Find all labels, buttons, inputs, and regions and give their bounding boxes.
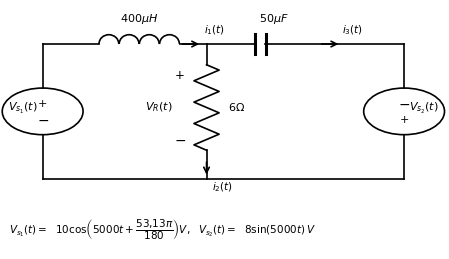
Text: $-$: $-$	[173, 133, 186, 147]
Text: $-$: $-$	[398, 97, 410, 111]
Text: $6\Omega$: $6\Omega$	[228, 102, 245, 113]
Text: +: +	[400, 115, 409, 125]
Text: $+$: $+$	[174, 69, 185, 82]
Text: $V_{s_1}(t)$: $V_{s_1}(t)$	[9, 101, 38, 116]
Text: +: +	[38, 99, 47, 109]
Text: $V_{s_1}(t) = \ \ 10\cos\!\left(5000t + \dfrac{53{,}13\pi}{180}\right)V, \ \ V_{: $V_{s_1}(t) = \ \ 10\cos\!\left(5000t + …	[9, 217, 316, 242]
Text: $50\mu F$: $50\mu F$	[259, 12, 289, 26]
Text: $-$: $-$	[36, 113, 49, 127]
Text: $i_1(t)$: $i_1(t)$	[204, 23, 225, 37]
Text: $V_{s_2}(t)$: $V_{s_2}(t)$	[409, 101, 439, 116]
Text: $V_R(t)$: $V_R(t)$	[145, 101, 173, 114]
Text: $400\mu H$: $400\mu H$	[120, 12, 158, 26]
Text: $i_2(t)$: $i_2(t)$	[212, 180, 233, 194]
Text: $i_3(t)$: $i_3(t)$	[342, 23, 363, 37]
